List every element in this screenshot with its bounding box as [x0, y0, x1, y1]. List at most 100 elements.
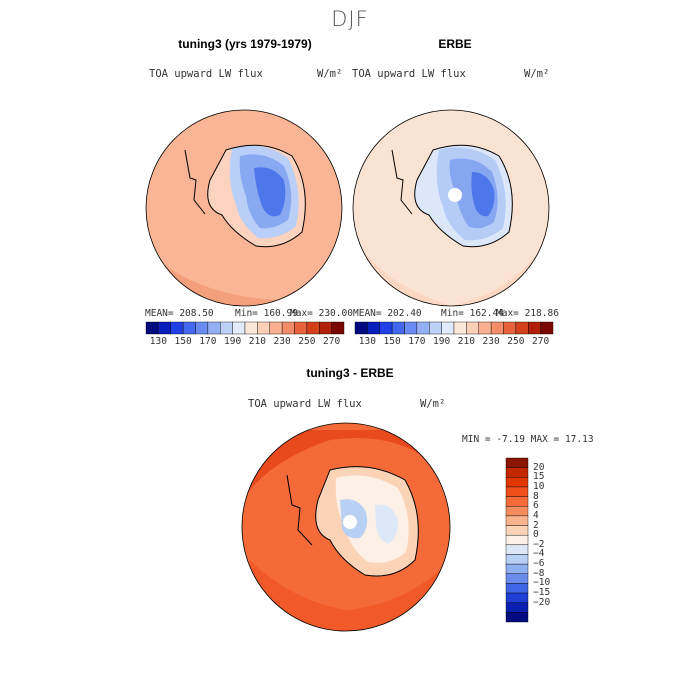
- diff-minmax: MIN = -7.19 MAX = 17.13: [462, 434, 594, 445]
- panel1-units-label: W/m²: [317, 68, 343, 80]
- colorbar-swatch: [505, 563, 529, 574]
- diff-colorbar-tick-label: −6: [533, 558, 545, 570]
- colorbar-swatch: [207, 321, 221, 335]
- colorbar-swatch: [257, 321, 270, 335]
- colorbar-swatch: [269, 321, 283, 335]
- colorbar-swatch: [503, 321, 517, 335]
- panel2-min: Min= 162.44: [441, 308, 504, 319]
- colorbar-swatch: [244, 321, 258, 335]
- panel1-map: [146, 110, 342, 306]
- panel2-colorbar: [354, 321, 554, 335]
- colorbar-swatch: [281, 321, 295, 335]
- colorbar-swatch: [505, 467, 529, 478]
- colorbar-swatch: [379, 321, 393, 335]
- panel2-colorbar-tick-label: 250: [507, 336, 525, 347]
- panel1-title: tuning3 (yrs 1979-1979): [178, 37, 312, 51]
- panel1-mean: MEAN= 208.50: [145, 308, 214, 319]
- colorbar-swatch: [404, 321, 418, 335]
- diff-units-label: W/m²: [420, 398, 446, 410]
- colorbar-swatch: [505, 573, 529, 584]
- colorbar-swatch: [294, 321, 308, 335]
- colorbar-swatch: [505, 496, 529, 507]
- colorbar-swatch: [441, 321, 455, 335]
- colorbar-swatch: [195, 321, 209, 335]
- diff-colorbar-tick-label: 20: [533, 461, 545, 473]
- panel2-colorbar-tick-label: 270: [532, 336, 550, 347]
- colorbar-swatch: [515, 321, 529, 335]
- panel2-colorbar-tick-label: 130: [358, 336, 376, 347]
- colorbar-swatch: [505, 515, 529, 526]
- colorbar-swatch: [505, 534, 529, 546]
- diff-colorbar-tick-label: 8: [533, 490, 539, 502]
- diff-colorbar-tick-label: −2: [533, 538, 545, 550]
- diff-colorbar-tick-label: −15: [533, 587, 551, 599]
- colorbar-swatch: [540, 321, 554, 335]
- diff-colorbar-tick-label: −10: [533, 577, 551, 589]
- colorbar-swatch: [505, 592, 529, 603]
- colorbar-swatch: [505, 554, 529, 565]
- panel1-max: Max= 230.00: [290, 308, 353, 319]
- colorbar-swatch: [505, 583, 529, 594]
- panel1-colorbar: [145, 321, 345, 335]
- colorbar-swatch: [505, 477, 529, 488]
- diff-colorbar-tick-label: 0: [533, 529, 539, 541]
- colorbar-swatch: [391, 321, 405, 335]
- diff-colorbar: [505, 457, 529, 623]
- colorbar-swatch: [220, 321, 233, 335]
- panel2-colorbar-tick-label: 210: [457, 336, 475, 347]
- colorbar-swatch: [505, 457, 529, 468]
- colorbar-swatch: [505, 602, 529, 613]
- colorbar-swatch: [528, 321, 541, 335]
- colorbar-swatch: [429, 321, 442, 335]
- colorbar-swatch: [505, 612, 529, 623]
- panel1-colorbar-tick-label: 210: [248, 336, 266, 347]
- panel1-colorbar-tick-label: 230: [273, 336, 291, 347]
- diff-colorbar-tick-label: 4: [533, 509, 539, 521]
- panel1-colorbar-tick-label: 150: [174, 336, 192, 347]
- diff-colorbar-tick-label: 15: [533, 471, 545, 483]
- panel2-colorbar-tick-label: 190: [433, 336, 451, 347]
- panel2-units-label: W/m²: [524, 68, 550, 80]
- panel2-colorbar-tick-label: 230: [482, 336, 500, 347]
- diff-map: [242, 423, 450, 631]
- panel2-colorbar-tick-label: 150: [383, 336, 401, 347]
- colorbar-swatch: [319, 321, 332, 335]
- panel2-max: Max= 218.86: [496, 308, 559, 319]
- colorbar-swatch: [466, 321, 479, 335]
- colorbar-swatch: [367, 321, 380, 335]
- panel1-colorbar-tick-label: 270: [323, 336, 341, 347]
- diff-colorbar-tick-label: −4: [533, 548, 545, 560]
- panel1-map-border: [145, 109, 343, 307]
- colorbar-swatch: [331, 321, 345, 335]
- season-title: DJF: [331, 7, 369, 31]
- colorbar-swatch: [416, 321, 430, 335]
- colorbar-swatch: [145, 321, 159, 335]
- diff-colorbar-tick-label: 6: [533, 500, 539, 512]
- diff-colorbar-tick-label: −8: [533, 567, 545, 579]
- panel2-variable-label: TOA upward LW flux: [352, 68, 466, 80]
- diff-map-border: [241, 422, 451, 632]
- panel1-colorbar-tick-label: 170: [199, 336, 217, 347]
- colorbar-swatch: [158, 321, 171, 335]
- colorbar-swatch: [232, 321, 246, 335]
- panel2-map: [353, 110, 549, 306]
- panel2-mean: MEAN= 202.40: [353, 308, 422, 319]
- colorbar-swatch: [505, 506, 529, 517]
- panel1-colorbar-tick-label: 250: [298, 336, 316, 347]
- colorbar-swatch: [490, 321, 504, 335]
- diff-variable-label: TOA upward LW flux: [248, 398, 362, 410]
- panel2-map-border: [352, 109, 550, 307]
- colorbar-swatch: [505, 525, 529, 536]
- colorbar-swatch: [478, 321, 492, 335]
- colorbar-swatch: [505, 486, 529, 497]
- colorbar-swatch: [170, 321, 184, 335]
- panel2-colorbar-tick-label: 170: [408, 336, 426, 347]
- panel1-colorbar-tick-label: 190: [224, 336, 242, 347]
- diff-colorbar-tick-label: 2: [533, 519, 539, 531]
- colorbar-swatch: [306, 321, 320, 335]
- colorbar-swatch: [182, 321, 196, 335]
- colorbar-swatch: [505, 544, 529, 555]
- colorbar-swatch: [354, 321, 368, 335]
- diff-colorbar-tick-label: 10: [533, 480, 545, 492]
